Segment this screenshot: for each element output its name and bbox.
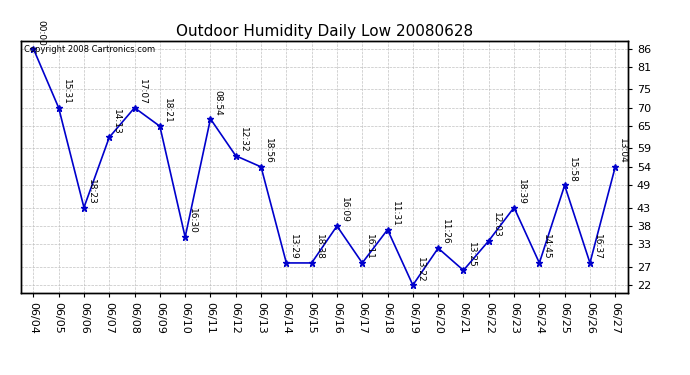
Text: 11:26: 11:26 [441, 219, 450, 245]
Text: 18:21: 18:21 [163, 98, 172, 123]
Text: 16:11: 16:11 [365, 234, 374, 260]
Text: 11:31: 11:31 [391, 201, 400, 227]
Title: Outdoor Humidity Daily Low 20080628: Outdoor Humidity Daily Low 20080628 [176, 24, 473, 39]
Text: 13:22: 13:22 [416, 256, 425, 282]
Text: 00:00: 00:00 [37, 20, 46, 46]
Text: 18:39: 18:39 [517, 179, 526, 205]
Text: 16:37: 16:37 [593, 234, 602, 260]
Text: 17:07: 17:07 [137, 79, 146, 105]
Text: 15:58: 15:58 [568, 156, 577, 182]
Text: 16:30: 16:30 [188, 208, 197, 234]
Text: Copyright 2008 Cartronics.com: Copyright 2008 Cartronics.com [23, 45, 155, 54]
Text: 12:32: 12:32 [239, 127, 248, 153]
Text: 18:23: 18:23 [87, 179, 96, 205]
Text: 13:04: 13:04 [618, 138, 627, 164]
Text: 18:38: 18:38 [315, 234, 324, 260]
Text: 18:56: 18:56 [264, 138, 273, 164]
Text: 08:54: 08:54 [213, 90, 222, 116]
Text: 14:13: 14:13 [112, 109, 121, 134]
Text: 13:25: 13:25 [466, 242, 475, 267]
Text: 16:09: 16:09 [340, 197, 349, 223]
Text: 12:03: 12:03 [492, 212, 501, 238]
Text: 14:45: 14:45 [542, 234, 551, 260]
Text: 15:31: 15:31 [61, 79, 70, 105]
Text: 13:29: 13:29 [289, 234, 298, 260]
